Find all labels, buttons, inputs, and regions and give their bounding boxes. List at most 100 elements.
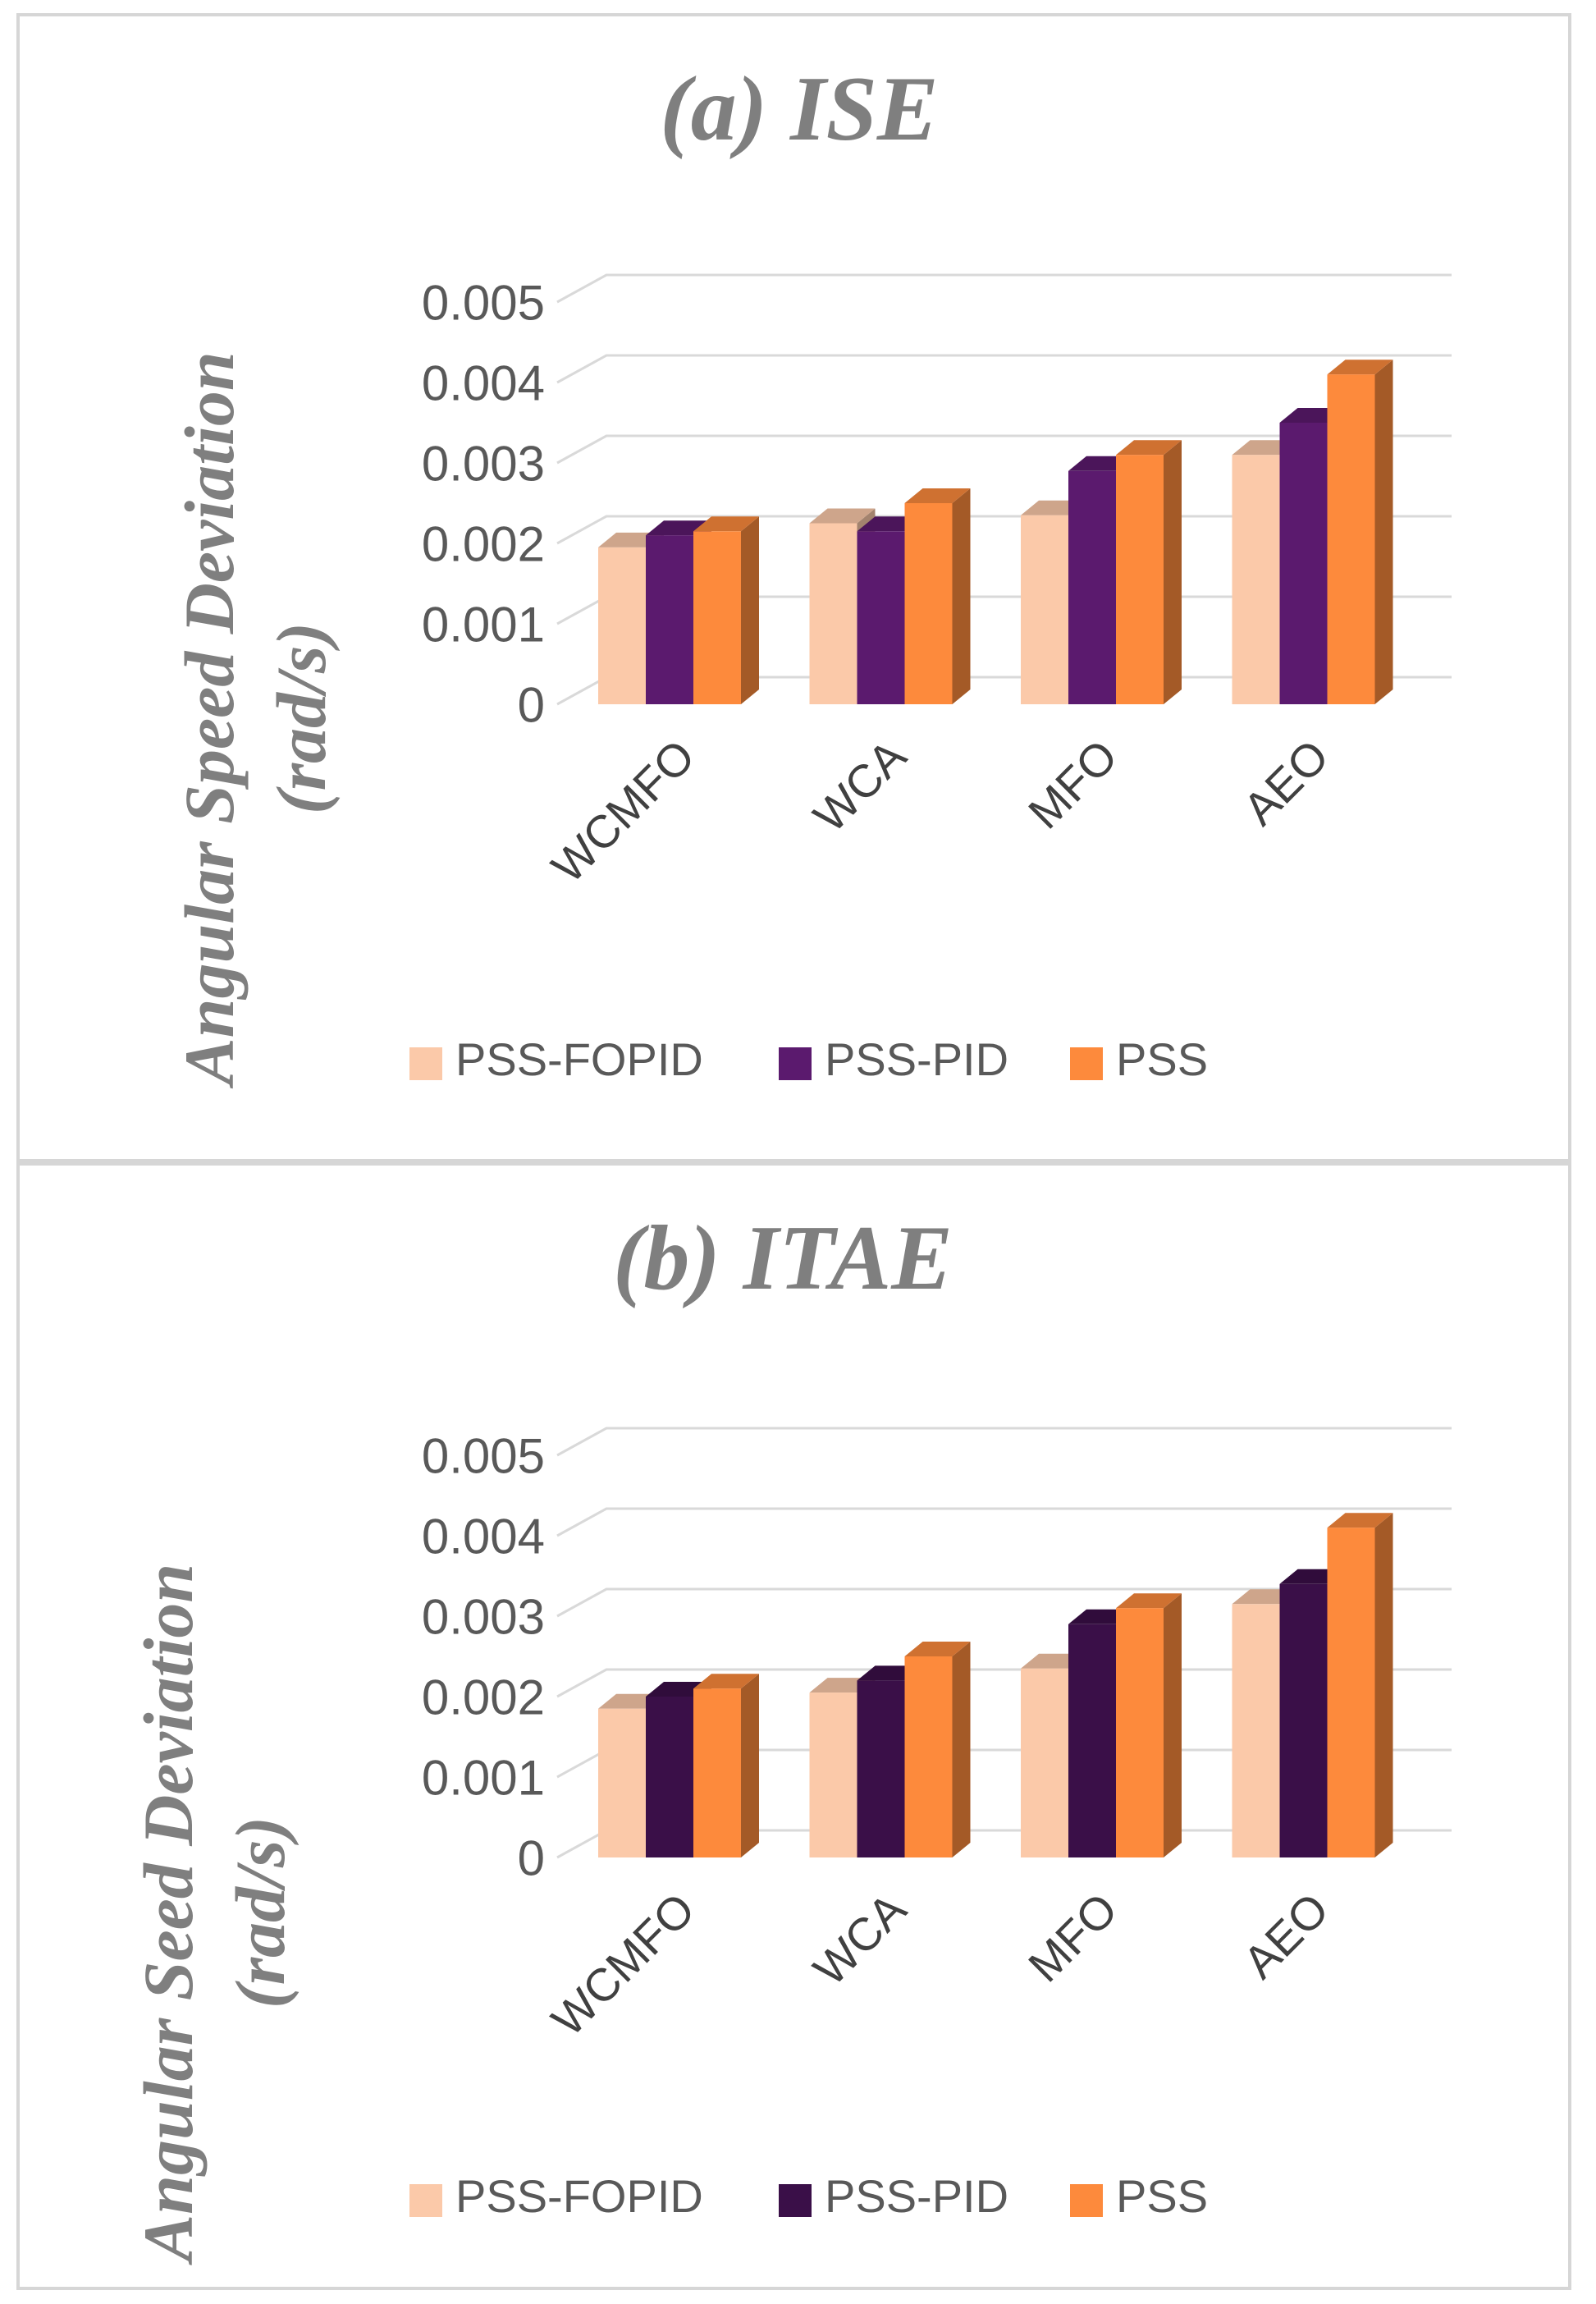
y-tick-label: 0.001: [422, 1751, 545, 1806]
bar-top: [693, 516, 759, 532]
bar-front: [646, 1697, 693, 1857]
bar-front: [1232, 1604, 1280, 1857]
bar-front: [1116, 455, 1164, 704]
legend-swatch: [779, 1047, 812, 1080]
legend-swatch: [1070, 1047, 1103, 1080]
y-axis-label: Angular Seed Deviation (rad/s): [129, 1564, 300, 2266]
y-axis-label-line: (rad/s): [262, 622, 341, 814]
bar-side: [1164, 440, 1182, 704]
chart-panel-itae: (b) ITAE Angular Seed Deviation (rad/s) 0 0.…: [16, 1162, 1571, 2290]
y-tick-label: 0.002: [422, 517, 545, 572]
bar-top: [809, 508, 876, 524]
bar-front: [1327, 374, 1375, 704]
chart-panel-ise: (a) ISE Angular Speed Deviation (rad/s) 0 0.…: [16, 13, 1571, 1162]
y-tick-label: 0.004: [422, 1509, 545, 1564]
chart-title: (a) ISE: [660, 58, 938, 160]
bar-front: [1279, 1583, 1328, 1857]
bar-front: [693, 1688, 741, 1857]
gridline: [556, 1507, 1452, 1537]
x-tick-label: WCMFO: [542, 1883, 704, 2045]
bar-side: [952, 1642, 971, 1857]
y-axis-label-line: (rad/s): [221, 1816, 300, 2009]
x-tick-label: MFO: [1018, 730, 1127, 839]
y-tick-label: 0.003: [422, 437, 545, 492]
y-axis-label-line: Angular Seed Deviation: [129, 1564, 208, 2266]
bar-top: [1327, 1513, 1393, 1528]
bar-front: [1232, 455, 1280, 704]
bar-front: [1068, 1624, 1116, 1857]
legend-label: PSS-FOPID: [455, 1033, 703, 1085]
bar-side: [952, 488, 971, 704]
y-tick-label: 0.005: [422, 1429, 545, 1484]
bar-side: [1374, 1513, 1393, 1857]
bar-front: [809, 523, 857, 704]
bar-pss-wcmfo: [693, 1674, 759, 1857]
legend-swatch: [409, 1047, 442, 1080]
bar-top: [1116, 1593, 1182, 1609]
bar-side: [1164, 1593, 1182, 1857]
x-tick-label: AEO: [1233, 730, 1338, 835]
gridline: [556, 434, 1452, 465]
bar-pss-wcmfo: [693, 516, 759, 704]
bar-pss-mfo: [1116, 1593, 1182, 1857]
bar-front: [598, 1708, 646, 1857]
x-tick-label: MFO: [1018, 1883, 1127, 1992]
x-tick-label: WCMFO: [542, 730, 704, 892]
bar-front: [1279, 423, 1328, 704]
bar-front: [904, 1656, 953, 1857]
legend-label: PSS-PID: [825, 2170, 1008, 2222]
bar-side: [741, 516, 759, 704]
bar-top: [904, 488, 971, 503]
y-tick-label: 0: [518, 1831, 545, 1886]
y-tick-label: 0.005: [422, 276, 545, 331]
gridline: [556, 1427, 1452, 1457]
bar-front: [598, 547, 646, 704]
y-tick-label: 0: [518, 678, 545, 733]
legend-label: PSS-PID: [825, 1033, 1008, 1085]
legend-label: PSS: [1116, 1033, 1208, 1085]
bar-front: [809, 1693, 857, 1857]
bar-front: [1021, 1668, 1068, 1857]
bar-front: [1116, 1608, 1164, 1857]
bar-top: [904, 1642, 971, 1656]
chart-ise: (a) ISE Angular Speed Deviation (rad/s) 0 0.…: [170, 58, 1452, 1089]
bar-pss-fopid-wca: [809, 508, 876, 704]
bar-front: [857, 1680, 905, 1857]
y-axis-label-line: Angular Speed Deviation: [170, 351, 249, 1089]
legend-label: PSS: [1116, 2170, 1208, 2222]
x-tick-label: WCA: [803, 1882, 916, 1995]
legend-label: PSS-FOPID: [455, 2170, 703, 2222]
bar-front: [904, 503, 953, 704]
y-tick-label: 0.004: [422, 356, 545, 411]
bar-pss-wca: [904, 1642, 971, 1857]
bar-front: [693, 531, 741, 704]
chart-itae: (b) ITAE Angular Seed Deviation (rad/s) 0 0.…: [129, 1207, 1452, 2266]
bar-side: [1374, 360, 1393, 704]
chart-title: (b) ITAE: [613, 1207, 953, 1309]
x-tick-label: WCA: [803, 729, 916, 841]
bar-front: [1021, 515, 1068, 704]
bar-top: [1116, 440, 1182, 456]
y-tick-label: 0.003: [422, 1590, 545, 1645]
bar-front: [1068, 470, 1116, 704]
legend-swatch: [409, 2184, 442, 2217]
gridline: [556, 1587, 1452, 1618]
bar-pss-wca: [904, 488, 971, 704]
bar-side: [741, 1674, 759, 1857]
bar-pss-aeo: [1327, 1513, 1393, 1857]
bar-top: [1327, 360, 1393, 375]
bar-front: [857, 531, 905, 704]
y-axis-label: Angular Speed Deviation (rad/s): [170, 351, 341, 1089]
legend-swatch: [779, 2184, 812, 2217]
bar-front: [646, 535, 693, 704]
x-tick-label: AEO: [1233, 1883, 1338, 1988]
y-tick-label: 0.002: [422, 1670, 545, 1725]
gridline: [556, 354, 1452, 384]
gridline: [556, 273, 1452, 304]
y-tick-label: 0.001: [422, 598, 545, 653]
bar-pss-mfo: [1116, 440, 1182, 704]
legend-swatch: [1070, 2184, 1103, 2217]
bar-pss-aeo: [1327, 360, 1393, 704]
bar-front: [1327, 1528, 1375, 1857]
bar-top: [693, 1674, 759, 1689]
